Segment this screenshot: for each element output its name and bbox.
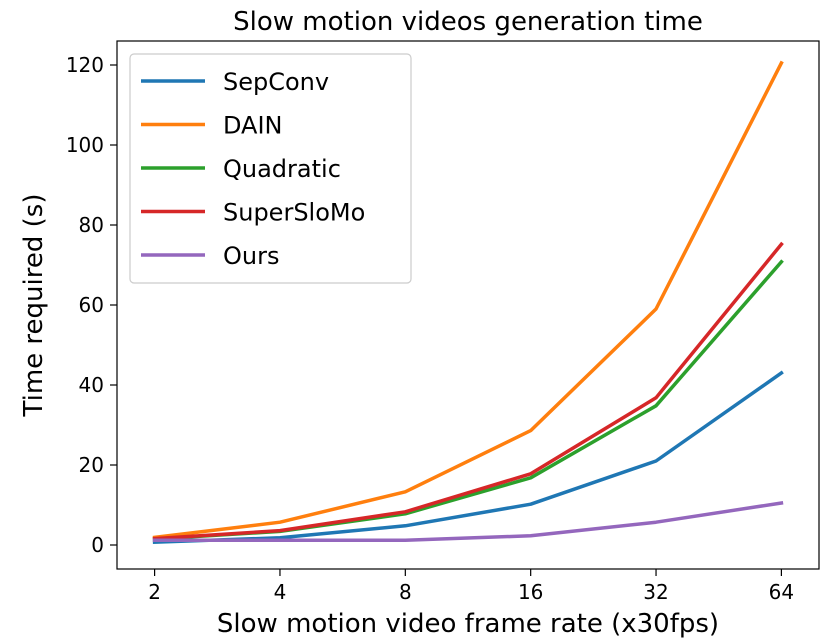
- x-axis-label: Slow motion video frame rate (x30fps): [217, 609, 719, 639]
- x-tick-label: 2: [148, 580, 161, 604]
- y-tick-label: 40: [79, 373, 104, 397]
- y-tick-label: 120: [66, 53, 104, 77]
- x-tick-label: 8: [399, 580, 412, 604]
- x-tick-label: 4: [274, 580, 287, 604]
- series-line-dain: [152, 60, 784, 540]
- y-tick-label: 80: [79, 213, 104, 237]
- series-line-superslomo: [152, 241, 784, 541]
- legend-label-ours: Ours: [223, 242, 279, 270]
- plot-series: [152, 60, 784, 545]
- legend-box: [129, 53, 412, 284]
- legend-label-superslomo: SuperSloMo: [223, 199, 365, 227]
- series-line-ours: [152, 501, 784, 542]
- y-tick-label: 0: [91, 533, 104, 557]
- x-tick-label: 32: [643, 580, 668, 604]
- chart-title: Slow motion videos generation time: [233, 7, 703, 37]
- x-axis: 2 4 8 16 32 64: [148, 569, 794, 604]
- y-tick-label: 60: [79, 293, 104, 317]
- x-tick-label: 64: [769, 580, 794, 604]
- legend: SepConv DAIN Quadratic SuperSloMo Ours: [129, 53, 412, 284]
- legend-label-quadratic: Quadratic: [223, 155, 341, 183]
- y-axis-label: Time required (s): [19, 194, 49, 418]
- y-axis: 0 20 40 60 80 100 120: [66, 53, 117, 557]
- legend-label-dain: DAIN: [223, 112, 283, 140]
- series-line-quadratic: [152, 259, 784, 541]
- legend-label-sepconv: SepConv: [223, 68, 329, 96]
- y-tick-label: 100: [66, 133, 104, 157]
- y-tick-label: 20: [79, 453, 104, 477]
- x-tick-label: 16: [518, 580, 543, 604]
